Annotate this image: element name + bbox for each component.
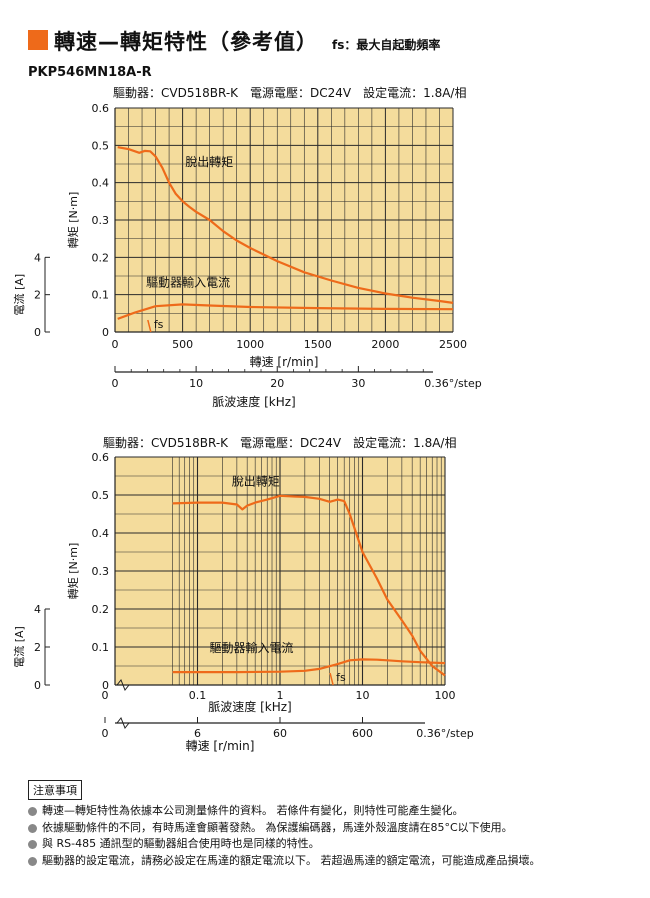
y-tick-label: 0.3 <box>92 565 110 578</box>
secondary-tick-label: 600 <box>352 727 373 740</box>
current-tick-label: 0 <box>34 326 41 339</box>
grid <box>115 456 446 686</box>
chart-subtitle: 驅動器：CVD518BR-K 電源電壓：DC24V 設定電流：1.8A/相 <box>103 435 456 450</box>
current-axis-label: 電流 [A] <box>12 274 26 316</box>
notes-section: 注意事項 轉速—轉矩特性為依據本公司測量條件的資料。 若條件有變化，則特性可能產… <box>28 780 638 869</box>
y-tick-label: 0 <box>102 679 109 692</box>
fs-label: fs <box>336 671 346 684</box>
x-tick-label: 100 <box>435 689 456 702</box>
secondary-tick-label: 0 <box>112 377 119 390</box>
secondary-tick-label: 0 <box>102 727 109 740</box>
x-tick-label: 0 <box>112 338 119 351</box>
y-tick-label: 0.2 <box>92 251 110 264</box>
secondary-tick-label: 10 <box>189 377 203 390</box>
y-tick-label: 0.3 <box>92 214 110 227</box>
x-tick-label: 1000 <box>236 338 264 351</box>
note-item: 依據驅動條件的不同，有時馬達會顯著發熱。 為保護編碼器，馬達外殼溫度請在85°C… <box>28 820 638 837</box>
secondary-tick-label: 30 <box>351 377 365 390</box>
x-axis-label: 脈波速度 [kHz] <box>208 699 291 714</box>
model-number: PKP546MN18A-R <box>28 65 152 80</box>
current-axis-label: 電流 [A] <box>12 626 26 668</box>
bullet-icon <box>28 823 37 833</box>
current-tick-label: 0 <box>34 679 41 692</box>
page-title: 轉速—轉矩特性（參考值） <box>54 30 318 54</box>
x-tick-label: 2500 <box>439 338 467 351</box>
fs-marker <box>329 672 334 686</box>
bullet-icon <box>28 840 37 849</box>
notes-title: 注意事項 <box>28 780 82 800</box>
note-text: 轉速—轉矩特性為依據本公司測量條件的資料。 若條件有變化，則特性可能產生變化。 <box>42 804 464 817</box>
y-tick-label: 0.1 <box>92 641 110 654</box>
x-tick-label: 2000 <box>371 338 399 351</box>
fs-note: fs：最大自起動頻率 <box>332 38 441 52</box>
fs-marker <box>147 319 152 333</box>
secondary-tick-label: 60 <box>273 727 287 740</box>
note-text: 與 RS-485 通訊型的驅動器組合使用時也是同樣的特性。 <box>42 837 320 850</box>
y-tick-label: 0.2 <box>92 603 110 616</box>
note-text: 依據驅動條件的不同，有時馬達會顯著發熱。 為保護編碼器，馬達外殼溫度請在85°C… <box>42 820 513 834</box>
note-item: 轉速—轉矩特性為依據本公司測量條件的資料。 若條件有變化，則特性可能產生變化。 <box>28 803 638 820</box>
axis-break-icon <box>116 717 130 729</box>
secondary-end-label: 0.36°/step <box>424 377 482 390</box>
note-item: 驅動器的設定電流，請務必設定在馬達的額定電流以下。 若超過馬達的額定電流，可能造… <box>28 853 638 870</box>
x-tick-label: 1500 <box>304 338 332 351</box>
x-tick-label: 1 <box>277 689 284 702</box>
x-tick-label: 10 <box>356 689 370 702</box>
y-axis-label: 轉矩 [N·m] <box>67 192 80 249</box>
fs-label: fs <box>154 318 164 331</box>
y-tick-label: 0.6 <box>92 102 110 115</box>
note-item: 與 RS-485 通訊型的驅動器組合使用時也是同樣的特性。 <box>28 836 638 853</box>
x-tick-label: 0 <box>102 689 109 702</box>
pullout-torque-line <box>172 494 446 677</box>
secondary-tick-label: 20 <box>270 377 284 390</box>
input-current-label: 驅動器輸入電流 <box>210 640 294 655</box>
bullet-icon <box>28 856 37 866</box>
pullout-torque-label: 脫出轉矩 <box>232 474 280 489</box>
current-tick-label: 2 <box>34 289 41 302</box>
x-tick-label: 500 <box>172 338 193 351</box>
pullout-torque-line <box>117 146 454 304</box>
current-tick-label: 2 <box>34 641 41 654</box>
y-tick-label: 0.4 <box>92 527 110 540</box>
secondary-axis-label: 轉速 [r/min] <box>186 739 255 753</box>
secondary-end-label: 0.36°/step <box>416 727 474 740</box>
current-tick-label: 4 <box>34 251 41 264</box>
y-tick-label: 0.6 <box>92 451 110 464</box>
y-tick-label: 0.5 <box>92 139 110 152</box>
y-tick-label: 0.1 <box>92 289 110 302</box>
x-axis-label: 轉速 [r/min] <box>250 355 319 369</box>
input-current-line <box>172 658 446 674</box>
bullet-icon <box>28 807 37 816</box>
chart-subtitle: 驅動器：CVD518BR-K 電源電壓：DC24V 設定電流：1.8A/相 <box>113 85 466 100</box>
secondary-tick-label: 6 <box>194 727 201 740</box>
y-tick-label: 0.5 <box>92 489 110 502</box>
title-marker <box>28 30 48 50</box>
current-tick-label: 4 <box>34 603 41 616</box>
input-current-line <box>117 303 454 320</box>
y-tick-label: 0.4 <box>92 177 110 190</box>
axis-break-icon <box>116 679 130 691</box>
secondary-axis-label: 脈波速度 [kHz] <box>212 394 295 409</box>
y-axis-label: 轉矩 [N·m] <box>67 543 80 600</box>
y-tick-label: 0 <box>102 326 109 339</box>
note-text: 驅動器的設定電流，請務必設定在馬達的額定電流以下。 若超過馬達的額定電流，可能造… <box>42 853 541 867</box>
pullout-torque-label: 脫出轉矩 <box>185 154 233 169</box>
input-current-label: 驅動器輸入電流 <box>146 275 230 290</box>
x-tick-label: 0.1 <box>189 689 207 702</box>
